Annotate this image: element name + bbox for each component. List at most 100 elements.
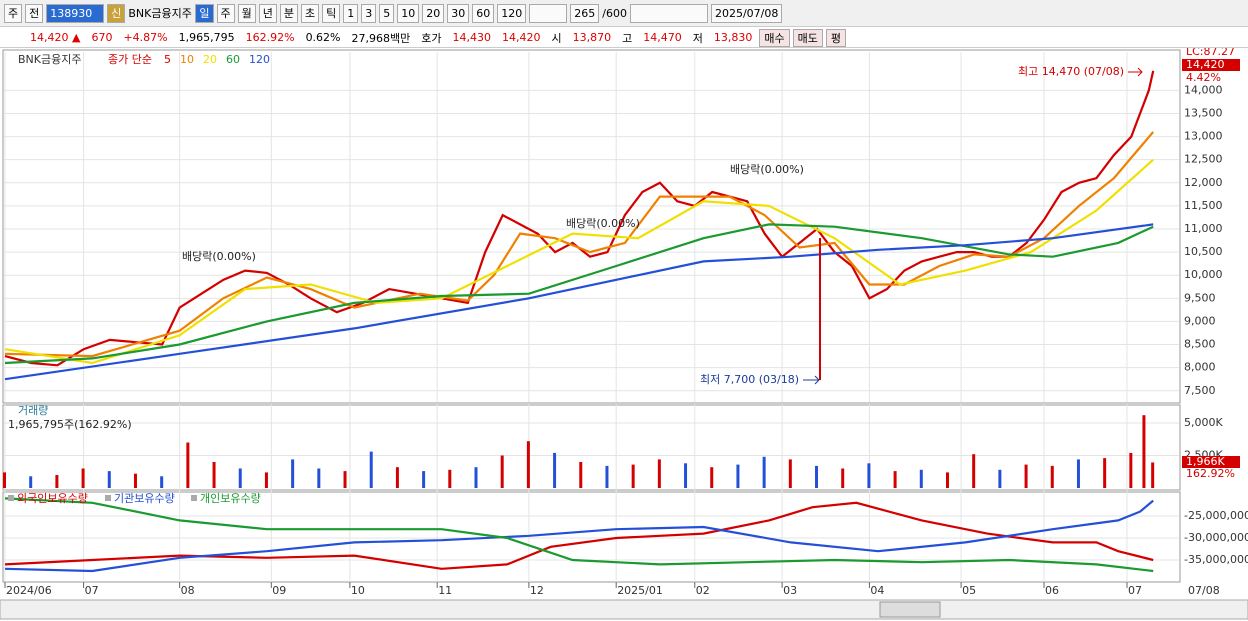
volume-bar <box>160 476 164 488</box>
volume-bar <box>736 464 740 488</box>
price-tag <box>1182 456 1240 468</box>
period[interactable]: 초 <box>301 3 320 23</box>
legend-item: 개인보유수량 <box>200 492 261 505</box>
legend-item: 120 <box>249 53 270 66</box>
volume-bar <box>972 454 976 488</box>
volume-bar <box>526 441 530 488</box>
trade-button[interactable]: 매도 <box>792 28 823 47</box>
market[interactable]: 주 <box>4 3 23 23</box>
y-tick-label: 7,500 <box>1184 384 1216 397</box>
y-tick-label: 11,500 <box>1184 199 1223 212</box>
quote-item: 670 <box>91 31 113 44</box>
legend-item: 외국인보유수량 <box>17 492 88 505</box>
volume-bar <box>422 471 426 488</box>
y-tick-label: -35,000,000 <box>1184 553 1248 566</box>
y-tick-label: 12,000 <box>1184 176 1223 189</box>
interval[interactable]: 1 <box>343 3 359 23</box>
series-line <box>4 501 1154 570</box>
interval[interactable]: 60 <box>472 3 495 23</box>
y-tick-label: 8,500 <box>1184 338 1216 351</box>
volume-bar <box>893 471 897 488</box>
x-tick-label: 09 <box>272 584 286 597</box>
volume-bar <box>1151 462 1155 488</box>
volume-bar <box>945 472 949 488</box>
interval[interactable]: 30 <box>447 3 470 23</box>
quote-item: 저 <box>692 31 703 45</box>
trade-button[interactable]: 평 <box>825 28 846 47</box>
legend-item: 5 <box>164 53 171 66</box>
quote-item: 14,420 ▲ <box>30 31 81 44</box>
volume-bar <box>684 463 688 488</box>
series-line <box>4 497 1154 573</box>
legend-swatch <box>191 495 197 501</box>
volume-bar <box>474 467 478 488</box>
volume-bar <box>631 464 635 488</box>
quote-item: 1,965,795 <box>178 31 235 44</box>
badge[interactable]: 신 <box>107 3 126 23</box>
period[interactable]: 일 <box>195 3 214 23</box>
volume-bar <box>579 462 583 488</box>
quote-item: 27,968백만 <box>351 31 411 45</box>
chart: 7,500 8,000 8,500 9,000 9,500 10,000 10,500 11,… <box>0 48 1248 620</box>
volume-bar <box>291 459 295 488</box>
scroll-controls[interactable] <box>879 601 941 618</box>
x-tick-label: 08 <box>181 584 195 597</box>
y-tick-label: 5,000K <box>1184 416 1223 429</box>
x-tick-label: 10 <box>351 584 365 597</box>
quote-item: 14,430 <box>452 31 492 44</box>
y-tick-label: -30,000,000 <box>1184 531 1248 544</box>
period[interactable]: 년 <box>258 3 277 23</box>
interval[interactable]: 20 <box>422 3 445 23</box>
chart-title: BNK금융지주 <box>18 53 81 66</box>
interval[interactable]: 120 <box>497 3 527 23</box>
x-tick-label: 11 <box>438 584 452 597</box>
volume-bar <box>605 465 609 488</box>
volume-bar <box>762 456 766 488</box>
date[interactable]: 2025/07/08 <box>710 3 783 23</box>
volume-bar <box>238 468 242 488</box>
x-tick-label: 07 <box>1128 584 1142 597</box>
y-tick-label: 14,000 <box>1184 83 1223 96</box>
y-tick-label: 9,000 <box>1184 314 1216 327</box>
volume-bar <box>1050 465 1054 488</box>
y-tick-label: -25,000,000 <box>1184 509 1248 522</box>
x-tick-label: 12 <box>530 584 544 597</box>
scrollbar[interactable] <box>0 599 1248 620</box>
period[interactable]: 월 <box>237 3 256 23</box>
volume-bar <box>29 476 33 488</box>
quote-item: 고 <box>622 31 633 45</box>
quote-item: 14,420 <box>502 31 541 44</box>
code[interactable]: 138930 <box>46 3 105 23</box>
right-label: LC:87.27 <box>1186 48 1235 58</box>
y-tick-label: 8,000 <box>1184 361 1216 374</box>
trade-button[interactable]: 매수 <box>759 28 790 47</box>
right-label: 4.42% <box>1186 71 1221 84</box>
volume-bar <box>919 469 923 488</box>
interval[interactable]: 5 <box>379 3 395 23</box>
interval[interactable]: 3 <box>361 3 377 23</box>
legend-item: 기관보유수량 <box>114 492 175 505</box>
y-tick-label: 13,000 <box>1184 130 1223 143</box>
last-date: 07/08 <box>1188 584 1220 597</box>
quote-bar: 14,420 ▲ 670 +4.87% 1,965,795 162.92% 0.62% 27… <box>0 28 1248 48</box>
quote-item: 13,870 <box>572 31 612 44</box>
quote-item: 14,470 <box>643 31 682 44</box>
period[interactable]: 주 <box>216 3 235 23</box>
prefix[interactable]: 전 <box>25 3 44 23</box>
period[interactable]: 틱 <box>322 3 341 23</box>
period[interactable]: 분 <box>279 3 298 23</box>
interval[interactable]: 10 <box>397 3 420 23</box>
y-tick-label: 13,500 <box>1184 106 1223 119</box>
volume-bar <box>788 459 792 488</box>
volume-bar <box>710 467 714 488</box>
count[interactable]: 265 <box>570 3 600 23</box>
volume-bar <box>998 469 1002 488</box>
tool-icons[interactable] <box>629 3 708 23</box>
volume-bar <box>553 452 557 488</box>
annotation: 배당락(0.00%) <box>566 217 640 230</box>
annotation: 최고 14,470 (07/08) <box>1018 65 1124 78</box>
spacer <box>529 3 568 23</box>
legend-item: 10 <box>180 53 194 66</box>
y-tick-label: 12,500 <box>1184 153 1223 166</box>
